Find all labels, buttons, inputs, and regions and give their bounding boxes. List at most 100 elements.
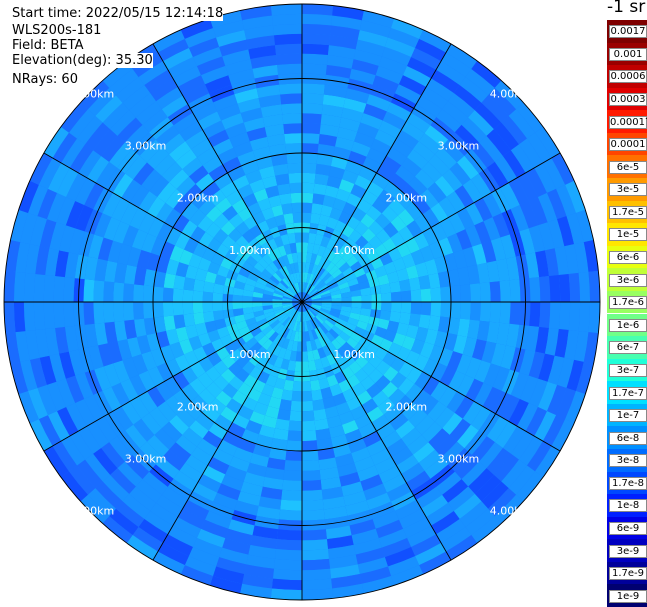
radar-bin — [305, 311, 311, 321]
radar-bin — [291, 202, 302, 214]
radar-bin — [436, 471, 462, 495]
radar-bin — [215, 197, 232, 214]
radar-bin — [287, 274, 294, 285]
radar-bin — [279, 315, 289, 325]
radar-bin — [354, 131, 375, 148]
radar-bin — [525, 167, 548, 197]
radar-bin — [366, 439, 387, 457]
radar-bin — [299, 282, 302, 293]
radar-bin — [381, 302, 392, 312]
radar-bin — [302, 509, 325, 521]
radar-bin — [262, 476, 284, 490]
radar-bin — [257, 370, 270, 384]
range-label: 2.00km — [386, 192, 428, 205]
range-label: 1.00km — [333, 244, 375, 257]
radar-bin — [418, 314, 431, 329]
radar-bin — [534, 162, 557, 193]
radar-bin — [382, 474, 407, 493]
radar-bin — [282, 327, 290, 339]
radar-bin — [266, 457, 286, 470]
radar-bin — [302, 460, 320, 471]
radar-bin — [407, 56, 437, 79]
radar-bin — [222, 538, 251, 555]
radar-bin — [281, 389, 293, 401]
radar-bin — [286, 253, 294, 265]
radar-bin — [337, 462, 358, 477]
radar-bin — [415, 542, 447, 566]
radar-bin — [153, 29, 185, 53]
radar-bin — [338, 410, 355, 425]
radar-bin — [387, 556, 420, 576]
colorbar-swatch: 0.001 — [607, 42, 647, 66]
radar-bin — [292, 320, 298, 332]
radar-bin — [547, 384, 567, 416]
radar-bin — [320, 289, 331, 296]
radar-bin — [311, 203, 323, 215]
radar-bin — [438, 386, 457, 408]
radar-bin — [314, 254, 323, 266]
radar-bin — [310, 253, 318, 265]
radar-bin — [462, 179, 483, 203]
radar-bin — [282, 303, 293, 307]
radar-bin — [411, 47, 442, 70]
radar-bin — [329, 383, 343, 397]
radar-bin — [468, 110, 494, 136]
radar-bin — [299, 311, 302, 322]
radar-bin — [249, 179, 266, 194]
radar-bin — [268, 396, 282, 409]
radar-bin — [330, 289, 341, 296]
radar-bin — [318, 311, 328, 320]
radar-bin — [574, 331, 589, 362]
radar-bin — [94, 322, 108, 346]
radar-bin — [267, 316, 278, 326]
radar-bin — [414, 414, 435, 435]
radar-bin — [494, 156, 518, 183]
radar-bin — [398, 361, 414, 378]
radar-bin — [317, 245, 327, 257]
radar-bin — [401, 401, 421, 421]
radar-bin — [302, 123, 321, 135]
radar-bin — [185, 454, 208, 475]
radar-bin — [28, 387, 48, 420]
radar-bin — [396, 346, 411, 362]
radar-bin — [470, 406, 492, 431]
radar-bin — [295, 272, 300, 283]
radar-bin — [322, 345, 332, 357]
radar-bin — [215, 390, 232, 407]
radar-bin — [76, 115, 103, 145]
radar-bin — [318, 377, 330, 390]
radar-bin — [351, 59, 379, 76]
radar-bin — [37, 188, 57, 220]
radar-bin — [410, 289, 422, 302]
radar-bin — [331, 338, 342, 351]
radar-bin — [358, 422, 377, 439]
radar-bin — [250, 341, 263, 354]
radar-bin — [554, 328, 569, 358]
radar-bin — [280, 233, 290, 246]
radar-bin — [334, 370, 347, 384]
radar-bin — [267, 278, 278, 288]
radar-bin — [350, 289, 362, 297]
radar-bin — [490, 237, 507, 261]
radar-bin — [277, 282, 288, 291]
range-label: 3.00km — [438, 452, 480, 465]
radar-bin — [346, 193, 362, 208]
radar-bin — [169, 414, 190, 435]
radar-bin — [542, 157, 566, 189]
radar-bin — [330, 308, 341, 315]
radar-bin — [354, 174, 372, 191]
colorbar-label: 6e-6 — [609, 251, 647, 265]
radar-bin — [213, 228, 229, 244]
radar-bin — [28, 184, 48, 217]
radar-bin — [465, 202, 484, 226]
radar-bin — [313, 408, 327, 421]
radar-bin — [273, 308, 284, 315]
radar-bin — [275, 173, 290, 186]
radar-bin — [217, 483, 241, 501]
radar-bin — [165, 395, 184, 415]
radar-bin — [311, 329, 319, 340]
radar-bin — [302, 33, 331, 46]
radar-bin — [307, 309, 316, 319]
radar-bin — [257, 257, 269, 269]
radar-bin — [277, 529, 302, 541]
